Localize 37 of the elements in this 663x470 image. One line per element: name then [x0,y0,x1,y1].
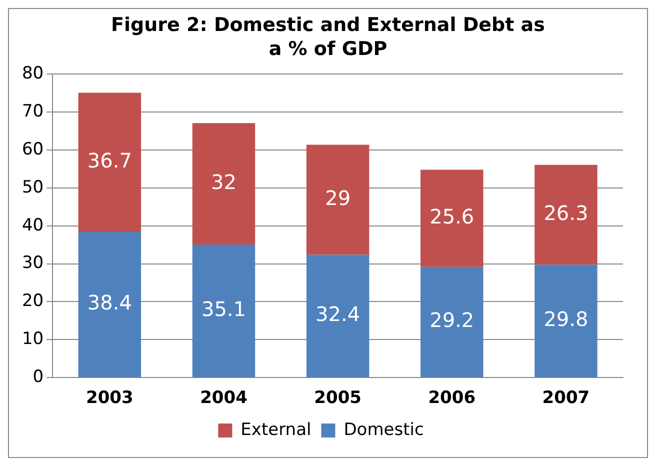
x-tick-label: 2007 [542,388,590,408]
data-label: 29.2 [430,308,474,332]
bar [192,244,256,378]
y-tick-label: 0 [32,367,44,388]
y-tick-label: 50 [22,177,44,198]
x-tick-label: 2005 [314,388,362,408]
data-label: 29.8 [544,307,588,332]
data-label: 36.7 [87,148,132,173]
y-tick-label: 60 [22,139,44,160]
data-label: 25.6 [430,204,474,229]
bar [78,232,142,378]
y-tick-label: 80 [22,64,44,84]
data-label: 32.4 [316,302,360,326]
bar [534,164,598,265]
data-label: 38.4 [87,290,132,315]
data-label: 32 [211,170,236,194]
y-tick-label: 20 [22,291,44,312]
bar [306,254,370,378]
bar [420,266,484,378]
data-label: 26.3 [544,200,588,225]
data-label: 29 [325,186,351,210]
bar [420,170,484,267]
y-tick-label: 70 [22,102,44,122]
chart-title: Figure 2: Domestic and External Debt as a % of GDP [110,13,546,61]
y-tick-label: 10 [22,329,44,350]
bar [306,144,370,255]
x-tick-label: 2006 [428,388,476,408]
bar [534,264,598,378]
x-tick-label: 2004 [200,388,248,408]
data-label: 35.1 [201,296,246,321]
bar [192,123,256,244]
y-tick-label: 30 [22,253,44,274]
legend-label: Domestic [344,420,424,440]
y-tick-label: 40 [22,215,44,236]
x-tick-label: 2003 [86,388,134,408]
legend-label: External [240,420,312,440]
bar [78,92,142,232]
